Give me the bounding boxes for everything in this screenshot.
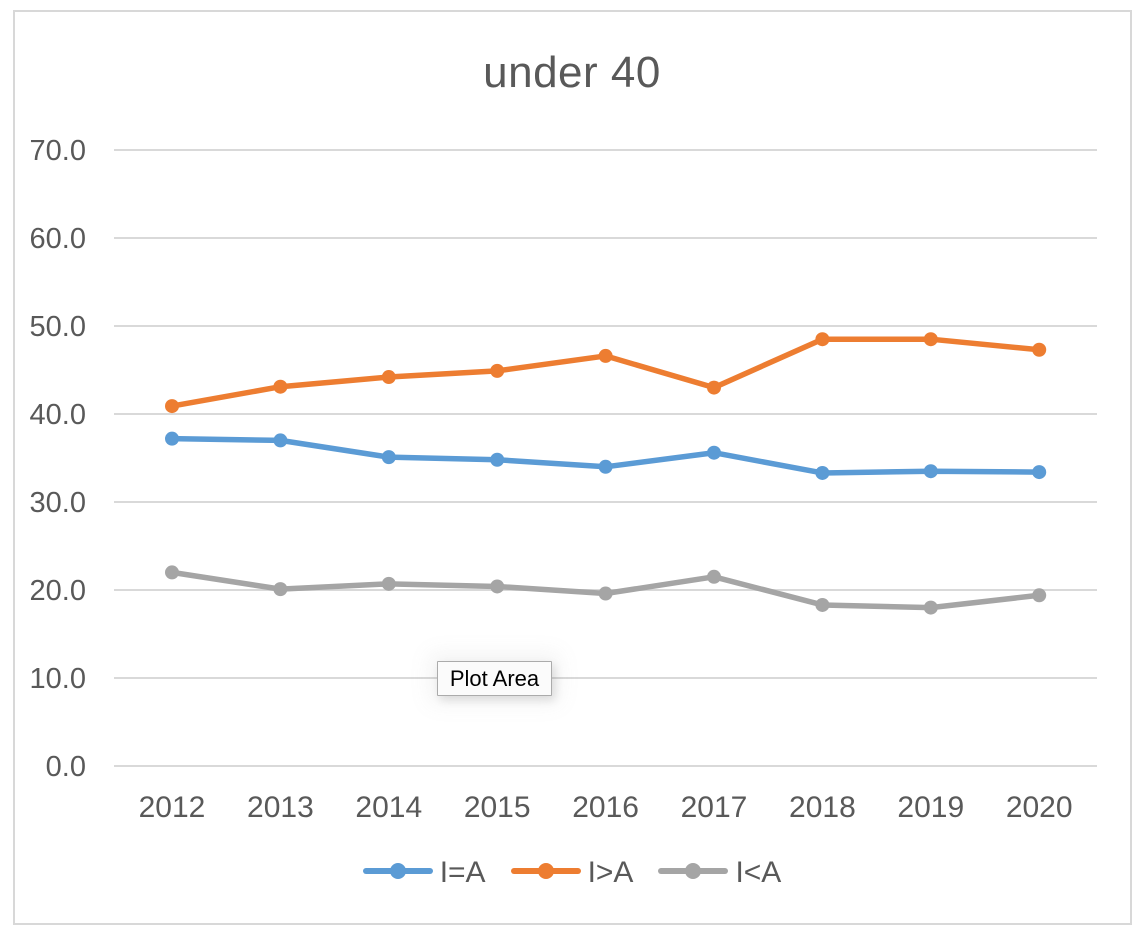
data-point-marker[interactable] xyxy=(1032,342,1047,357)
data-point-marker[interactable] xyxy=(381,370,396,385)
data-point-marker[interactable] xyxy=(815,332,830,347)
data-point-marker[interactable] xyxy=(598,348,613,363)
data-point-marker[interactable] xyxy=(165,431,179,446)
data-point-marker[interactable] xyxy=(707,569,721,584)
data-point-marker[interactable] xyxy=(165,565,179,580)
data-point-marker[interactable] xyxy=(490,363,505,378)
data-point-marker[interactable] xyxy=(1032,588,1047,603)
data-point-marker[interactable] xyxy=(490,579,505,594)
data-point-marker[interactable] xyxy=(923,332,938,347)
legend-label: I<A xyxy=(735,856,782,889)
data-point-marker[interactable] xyxy=(381,576,396,591)
y-axis-tick-label: 0.0 xyxy=(46,751,86,783)
x-axis-tick-label: 2017 xyxy=(681,791,748,824)
x-axis-tick-label: 2019 xyxy=(897,791,964,824)
legend-item-series-1[interactable]: I>A xyxy=(510,856,634,890)
y-axis-tick-label: 10.0 xyxy=(30,663,86,695)
data-point-marker[interactable] xyxy=(815,597,830,612)
legend-line-marker-icon xyxy=(510,862,581,885)
y-axis-tick-label: 60.0 xyxy=(30,223,86,255)
x-axis-tick-label: 2013 xyxy=(247,791,314,824)
data-point-marker[interactable] xyxy=(923,600,938,615)
plot-area-tooltip: Plot Area xyxy=(437,661,552,696)
y-axis-tick-label: 30.0 xyxy=(30,487,86,519)
legend-label: I>A xyxy=(587,856,634,889)
data-point-marker[interactable] xyxy=(490,452,505,467)
data-point-marker[interactable] xyxy=(923,464,938,479)
y-axis-tick-label: 70.0 xyxy=(30,135,86,167)
data-point-marker[interactable] xyxy=(598,459,613,474)
data-point-marker[interactable] xyxy=(273,379,288,394)
data-point-marker[interactable] xyxy=(707,380,721,395)
legend-label: I=A xyxy=(439,856,486,889)
x-axis-tick-label: 2018 xyxy=(789,791,856,824)
data-point-marker[interactable] xyxy=(381,450,396,465)
data-point-marker[interactable] xyxy=(598,586,613,601)
chart-title[interactable]: under 40 xyxy=(483,48,661,97)
plot-area-tooltip-label: Plot Area xyxy=(449,665,540,691)
legend-item-series-2[interactable]: I<A xyxy=(658,856,781,890)
legend-item-series-0[interactable]: I=A xyxy=(362,856,486,890)
y-axis-tick-label: 50.0 xyxy=(30,311,86,343)
x-axis-tick-label: 2015 xyxy=(464,791,531,824)
legend-line-marker-icon xyxy=(362,862,433,885)
data-point-marker[interactable] xyxy=(165,399,179,414)
legend: I=A I>A I<A xyxy=(0,856,1144,890)
x-axis-tick-label: 2014 xyxy=(355,791,422,824)
x-axis-tick-label: 2020 xyxy=(1006,791,1073,824)
chart-frame[interactable] xyxy=(13,10,1132,925)
y-axis-tick-label: 20.0 xyxy=(30,575,86,607)
data-point-marker[interactable] xyxy=(815,465,830,480)
x-axis-tick-label: 2016 xyxy=(572,791,639,824)
y-axis-tick-label: 40.0 xyxy=(30,399,86,431)
x-axis-tick-label: 2012 xyxy=(139,791,206,824)
data-point-marker[interactable] xyxy=(707,445,721,460)
data-point-marker[interactable] xyxy=(1032,465,1047,480)
data-point-marker[interactable] xyxy=(273,433,288,448)
legend-line-marker-icon xyxy=(658,862,729,885)
data-point-marker[interactable] xyxy=(273,582,288,597)
